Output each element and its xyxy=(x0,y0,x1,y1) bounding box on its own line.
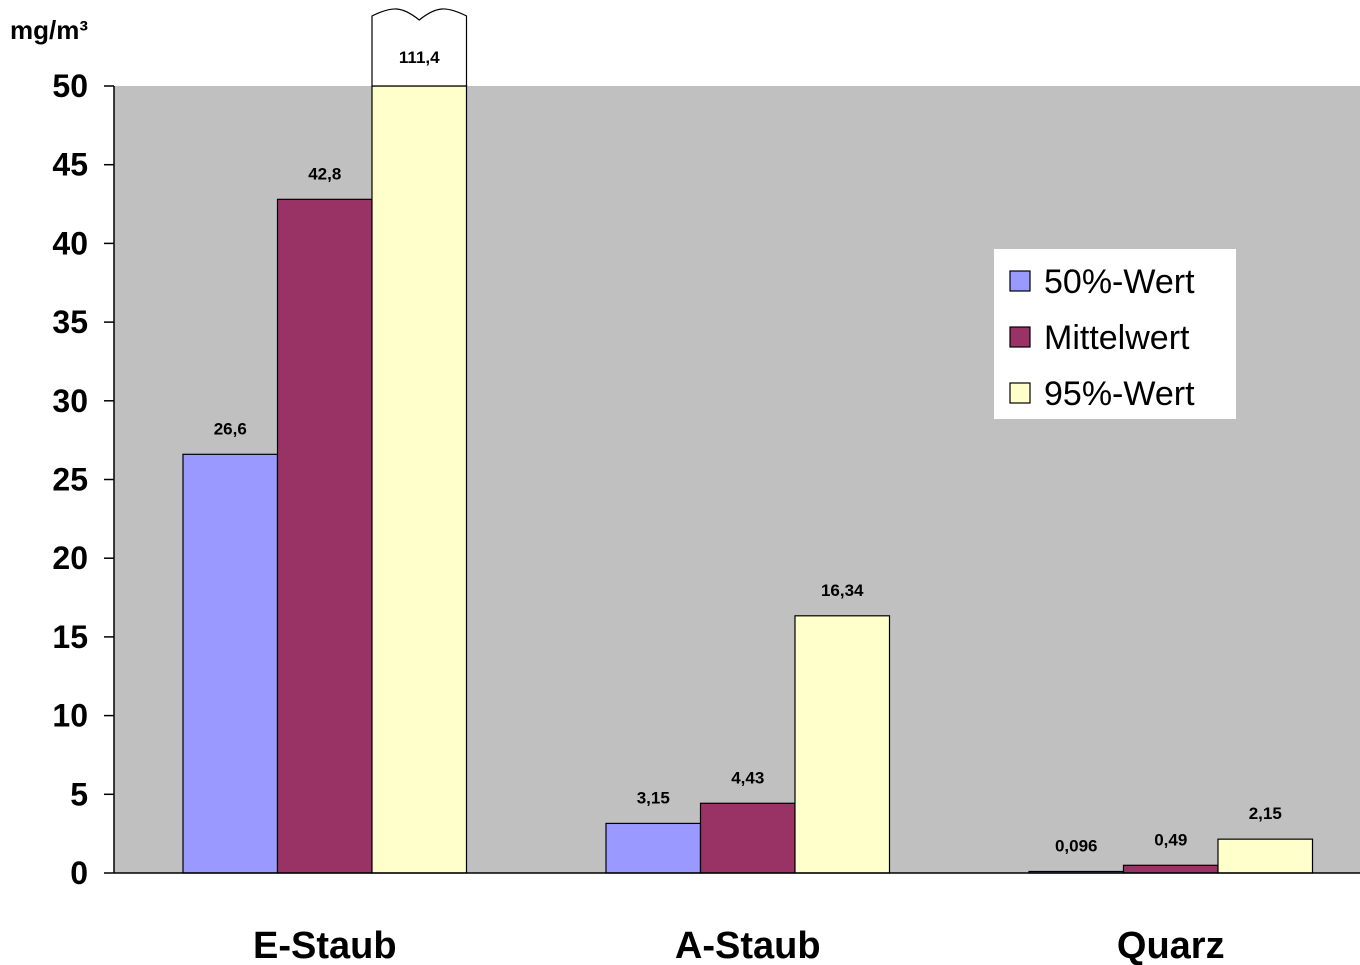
bar-break-extension xyxy=(371,8,468,87)
legend-swatch xyxy=(1009,382,1031,404)
bar-a-staub-mittelwert xyxy=(699,802,796,874)
bar-e-staub-mittelwert xyxy=(276,198,373,874)
legend-label: 95%-Wert xyxy=(1044,375,1195,413)
y-axis-unit-label: mg/m³ xyxy=(10,15,88,45)
data-label: 26,6 xyxy=(214,419,247,438)
legend: 50%-Wert Mittelwert 95%-Wert xyxy=(994,249,1236,419)
data-label: 0,49 xyxy=(1154,830,1187,849)
bar-quarz-95-wert xyxy=(1217,838,1314,874)
legend-label: 50%-Wert xyxy=(1044,263,1195,301)
data-label: 4,43 xyxy=(731,768,764,787)
y-tick-label: 25 xyxy=(52,462,88,498)
y-tick-label: 45 xyxy=(52,147,88,183)
y-tick-label: 40 xyxy=(52,225,88,261)
y-tick-label: 0 xyxy=(70,855,88,891)
bar-quarz-mittelwert xyxy=(1122,864,1219,874)
data-label: 42,8 xyxy=(308,164,341,183)
data-labels-group: 26,6 42,8 111,4 3,15 4,43 16,34 0,096 0,49 2,15 xyxy=(214,48,1282,855)
data-label: 0,096 xyxy=(1055,836,1098,855)
data-label: 111,4 xyxy=(399,48,440,67)
x-category-label: A-Staub xyxy=(675,925,821,965)
y-tick-label: 15 xyxy=(52,619,88,655)
category-labels: E-Staub A-Staub Quarz xyxy=(253,925,1225,965)
data-label: 3,15 xyxy=(637,788,670,807)
bar-a-staub-50-wert xyxy=(605,822,702,874)
legend-swatch xyxy=(1009,326,1031,348)
data-label: 2,15 xyxy=(1249,804,1282,823)
y-tick-label: 35 xyxy=(52,304,88,340)
bar-e-staub-50-wert xyxy=(182,453,279,874)
legend-swatch xyxy=(1009,270,1031,292)
bar-a-staub-95-wert xyxy=(794,615,891,874)
y-tick-label: 30 xyxy=(52,383,88,419)
y-tick-label: 20 xyxy=(52,540,88,576)
bars-group xyxy=(182,8,1314,874)
y-tick-label: 5 xyxy=(70,776,88,812)
data-label: 16,34 xyxy=(821,581,864,600)
legend-box xyxy=(994,249,1236,419)
legend-label: Mittelwert xyxy=(1044,319,1190,357)
x-category-label: E-Staub xyxy=(253,925,397,965)
x-category-label: Quarz xyxy=(1117,925,1225,965)
y-tick-label: 10 xyxy=(52,698,88,734)
y-tick-label: 50 xyxy=(52,68,88,104)
y-axis-ticks: 0 5 10 15 20 25 30 35 40 45 50 xyxy=(52,68,114,891)
bar-e-staub-95-wert xyxy=(371,85,468,874)
